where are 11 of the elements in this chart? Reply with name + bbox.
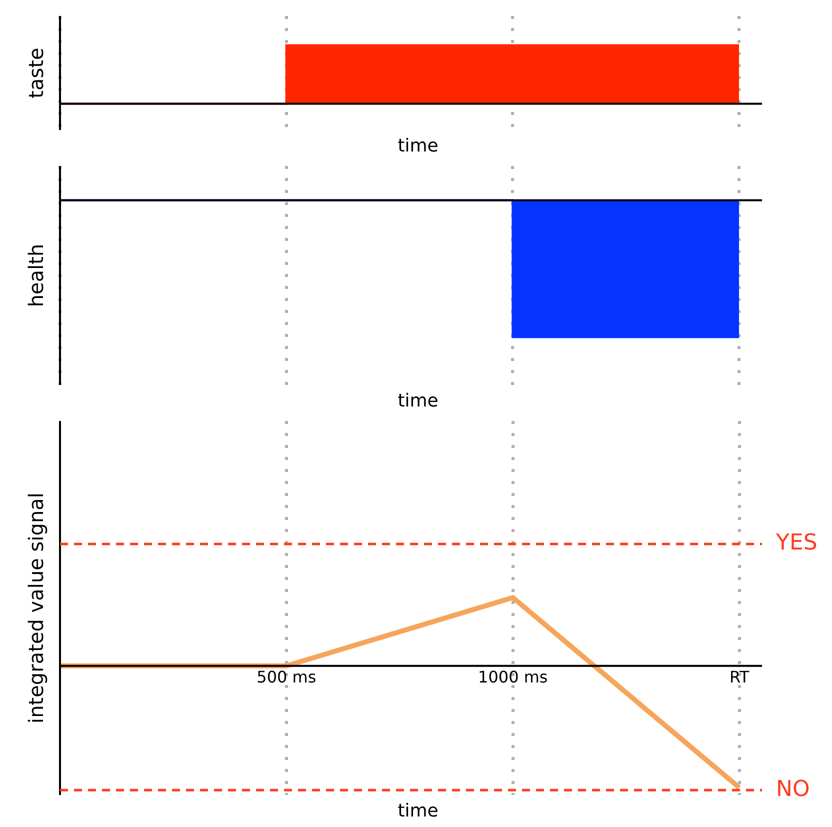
- ref-line-label: NO: [776, 776, 810, 802]
- x-tick-label: 1000 ms: [478, 668, 548, 687]
- y-axis-title: integrated value signal: [24, 492, 48, 724]
- y-axis-title: taste: [24, 48, 48, 98]
- y-axis-title: health: [24, 244, 48, 308]
- x-tick-label: RT: [729, 668, 750, 687]
- ref-line-label: YES: [775, 530, 818, 556]
- x-tick-label: 500 ms: [256, 668, 316, 687]
- x-axis-title: time: [398, 800, 438, 822]
- x-axis-title: time: [398, 390, 438, 412]
- x-axis-title: time: [398, 136, 438, 157]
